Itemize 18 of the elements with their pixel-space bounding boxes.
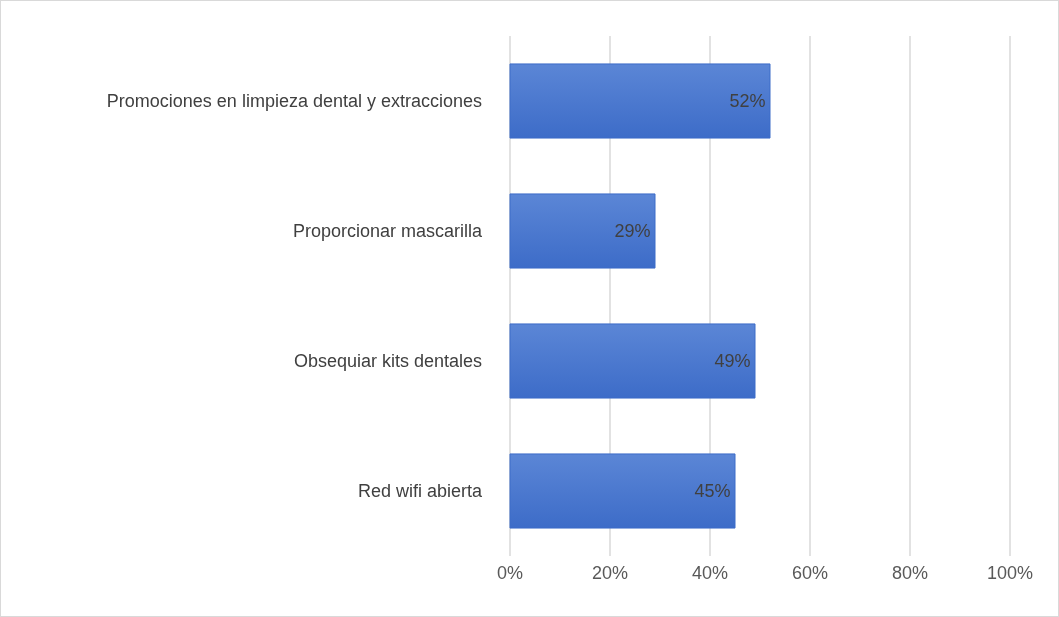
x-tick-label: 20% — [591, 563, 629, 583]
x-tick-label: 40% — [691, 563, 729, 583]
x-tick-label: 100% — [986, 563, 1034, 583]
bar — [509, 323, 756, 399]
bar — [509, 453, 736, 529]
x-tick-label: 60% — [791, 563, 829, 583]
data-label: 49% — [714, 351, 751, 371]
y-tick-label: Red wifi abierta — [357, 481, 483, 501]
data-label: 45% — [694, 481, 731, 501]
bar — [509, 63, 771, 139]
x-tick-label: 80% — [891, 563, 929, 583]
y-tick-label: Obsequiar kits dentales — [293, 351, 482, 371]
data-label: 29% — [614, 221, 651, 241]
data-label: 52% — [729, 91, 766, 111]
x-tick-label: 0% — [496, 563, 524, 583]
bar — [509, 193, 656, 269]
y-tick-label: Proporcionar mascarilla — [292, 221, 483, 241]
y-tick-label: Promociones en limpieza dental y extracciones — [106, 91, 482, 111]
